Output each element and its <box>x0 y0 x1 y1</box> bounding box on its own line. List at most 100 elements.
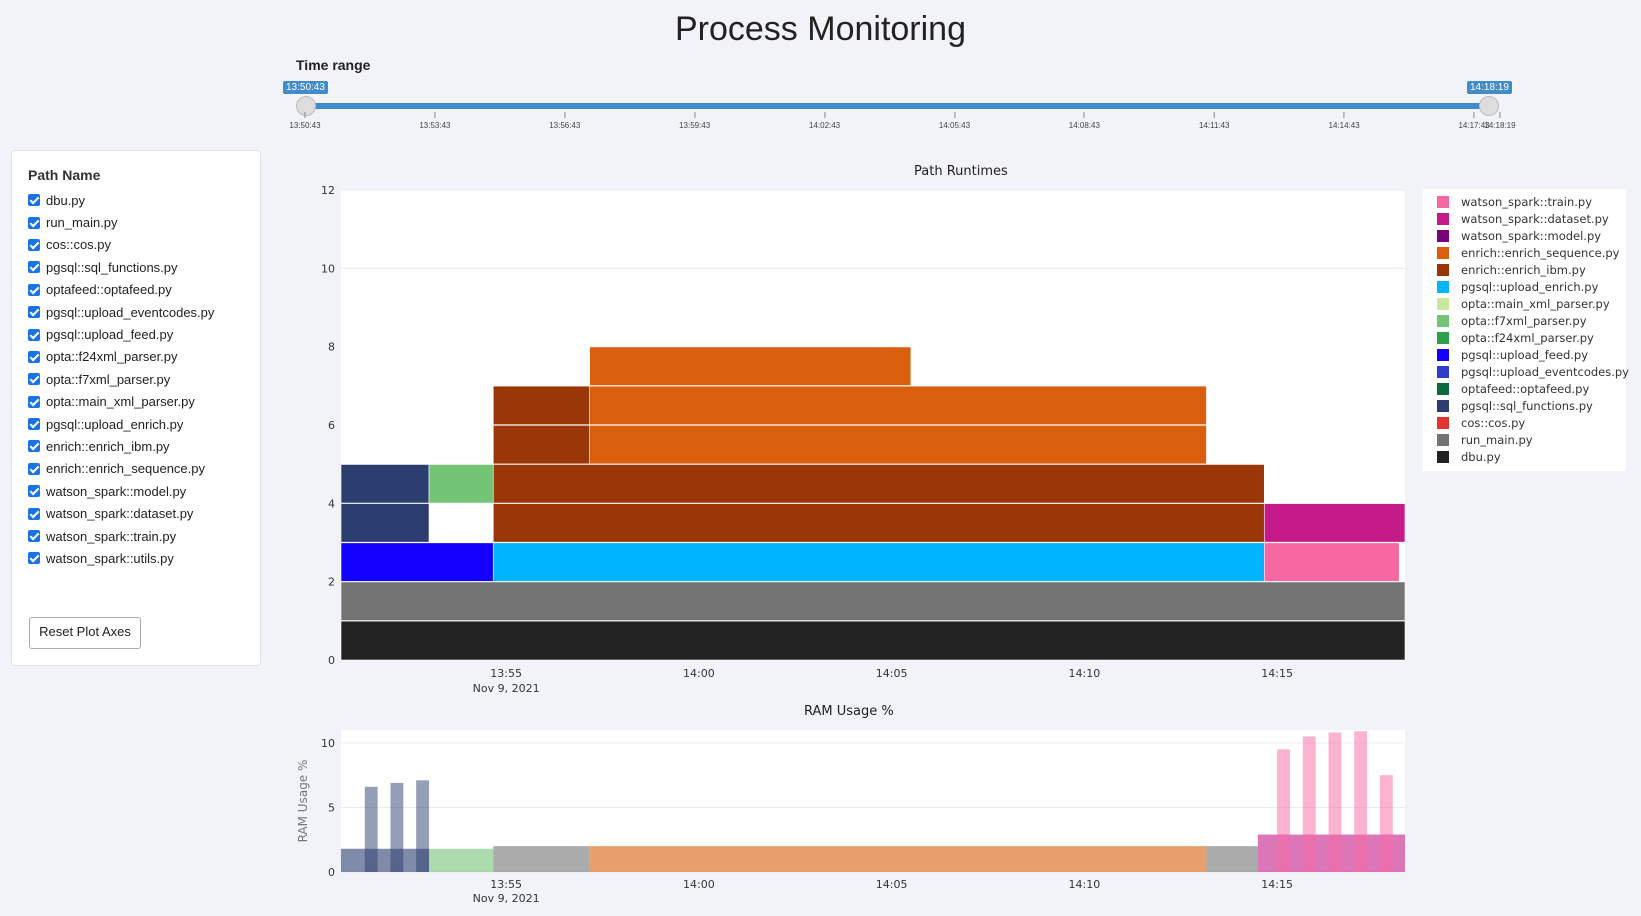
path-checkbox-item[interactable]: pgsql::upload_feed.py <box>28 323 214 345</box>
path-checkbox-item[interactable]: cos::cos.py <box>28 234 214 256</box>
checkbox-checked-icon[interactable] <box>28 530 40 543</box>
legend-label: pgsql::sql_functions.py <box>1461 398 1593 413</box>
runtime-bar[interactable] <box>589 346 912 387</box>
checkbox-checked-icon[interactable] <box>28 462 40 475</box>
x-tick-label: 14:15 <box>1261 878 1293 891</box>
x-tick-label: 13:55 <box>490 878 522 891</box>
path-checkbox-item[interactable]: opta::f7xml_parser.py <box>28 368 214 390</box>
ram-peak[interactable] <box>1328 732 1342 872</box>
path-checkbox-label: opta::f24xml_parser.py <box>46 349 178 365</box>
legend-item[interactable]: enrich::enrich_ibm.py <box>1437 261 1586 278</box>
legend-label: enrich::enrich_sequence.py <box>1461 245 1620 260</box>
ram-peak[interactable] <box>364 786 378 872</box>
ram-area[interactable] <box>493 846 590 872</box>
checkbox-checked-icon[interactable] <box>28 485 40 498</box>
checkbox-checked-icon[interactable] <box>28 373 40 386</box>
ram-peak[interactable] <box>1379 775 1393 872</box>
checkbox-checked-icon[interactable] <box>28 283 40 296</box>
path-checkbox-item[interactable]: opta::f24xml_parser.py <box>28 346 214 368</box>
legend-swatch <box>1437 229 1449 242</box>
legend-item[interactable]: watson_spark::dataset.py <box>1437 210 1609 227</box>
legend-item[interactable]: pgsql::upload_eventcodes.py <box>1437 363 1629 380</box>
ram-area[interactable] <box>429 848 494 872</box>
y-tick-label: 4 <box>328 497 335 510</box>
checkbox-checked-icon[interactable] <box>28 440 40 453</box>
checkbox-checked-icon[interactable] <box>28 194 40 207</box>
path-checkbox-item[interactable]: dbu.py <box>28 189 214 211</box>
legend-item[interactable]: cos::cos.py <box>1437 414 1525 431</box>
time-range-track[interactable] <box>305 103 1490 109</box>
legend-swatch <box>1437 348 1449 361</box>
ram-peak[interactable] <box>1277 749 1290 872</box>
path-checkbox-item[interactable]: enrich::enrich_sequence.py <box>28 458 214 480</box>
y-tick-label: 0 <box>328 866 335 879</box>
path-checkbox-item[interactable]: watson_spark::train.py <box>28 525 214 547</box>
path-checkbox-label: optafeed::optafeed.py <box>46 282 172 298</box>
path-checkbox-item[interactable]: pgsql::upload_eventcodes.py <box>28 301 214 323</box>
checkbox-checked-icon[interactable] <box>28 238 40 251</box>
legend-item[interactable]: pgsql::sql_functions.py <box>1437 397 1593 414</box>
runtime-bar[interactable] <box>1263 542 1400 582</box>
legend-item[interactable]: pgsql::upload_enrich.py <box>1437 278 1598 295</box>
x-tick-label: 14:00 <box>683 667 715 680</box>
path-checkbox-item[interactable]: opta::main_xml_parser.py <box>28 391 214 413</box>
ram-usage-chart[interactable]: 0 5 10 RAM Usage % 13:55 14:00 14:05 14:10 14:15… <box>290 720 1430 910</box>
legend-item[interactable]: dbu.py <box>1437 448 1501 465</box>
runtime-bar[interactable] <box>340 581 1406 622</box>
checkbox-checked-icon[interactable] <box>28 418 40 431</box>
runtime-bar[interactable] <box>340 620 1406 661</box>
legend-label: run_main.py <box>1461 432 1533 447</box>
runtime-bar[interactable] <box>492 542 1265 582</box>
ram-peak[interactable] <box>1302 736 1316 872</box>
ram-area[interactable] <box>341 848 430 872</box>
legend-item[interactable]: enrich::enrich_sequence.py <box>1437 244 1619 261</box>
y-tick-label: 8 <box>328 341 335 354</box>
path-checkbox-item[interactable]: enrich::enrich_ibm.py <box>28 435 214 457</box>
legend-label: dbu.py <box>1461 449 1501 464</box>
checkbox-checked-icon[interactable] <box>28 395 40 408</box>
legend-label: optafeed::optafeed.py <box>1461 381 1590 396</box>
checkbox-checked-icon[interactable] <box>28 216 40 229</box>
path-checkbox-label: enrich::enrich_ibm.py <box>46 438 170 454</box>
path-checkbox-item[interactable]: run_main.py <box>28 211 214 233</box>
legend-item[interactable]: opta::main_xml_parser.py <box>1437 295 1610 312</box>
ram-peak[interactable] <box>416 780 430 872</box>
legend-item[interactable]: opta::f7xml_parser.py <box>1437 312 1587 329</box>
x-tick-label: 14:10 <box>1069 878 1101 891</box>
checkbox-checked-icon[interactable] <box>28 552 40 565</box>
ram-peak[interactable] <box>1354 731 1368 872</box>
ram-area[interactable] <box>1206 846 1258 872</box>
legend-item[interactable]: pgsql::upload_feed.py <box>1437 346 1588 363</box>
path-checkbox-item[interactable]: optafeed::optafeed.py <box>28 279 214 301</box>
path-checkbox-item[interactable]: watson_spark::dataset.py <box>28 502 214 524</box>
ram-area[interactable] <box>589 846 1207 872</box>
path-checkbox-item[interactable]: pgsql::upload_enrich.py <box>28 413 214 435</box>
legend-item[interactable]: watson_spark::model.py <box>1437 227 1601 244</box>
legend-item[interactable]: run_main.py <box>1437 431 1533 448</box>
checkbox-checked-icon[interactable] <box>28 306 40 319</box>
runtime-bar[interactable] <box>1263 503 1406 543</box>
reset-plot-axes-button[interactable]: Reset Plot Axes <box>29 617 141 649</box>
checkbox-checked-icon[interactable] <box>28 261 40 274</box>
path-checkbox-item[interactable]: watson_spark::model.py <box>28 480 214 502</box>
path-checkbox-item[interactable]: watson_spark::utils.py <box>28 547 214 569</box>
path-checkbox-item[interactable]: pgsql::sql_functions.py <box>28 256 214 278</box>
legend-item[interactable]: opta::f24xml_parser.py <box>1437 329 1594 346</box>
runtime-bar[interactable] <box>428 463 494 504</box>
checkbox-checked-icon[interactable] <box>28 328 40 341</box>
path-checkbox-label: pgsql::upload_eventcodes.py <box>46 304 215 320</box>
slider-mark: 14:14:43 <box>1329 112 1360 130</box>
slider-mark: 13:56:43 <box>549 112 580 130</box>
legend-item[interactable]: watson_spark::train.py <box>1437 193 1592 210</box>
checkbox-checked-icon[interactable] <box>28 507 40 520</box>
path-checklist: dbu.py run_main.py cos::cos.py pgsql::sql_f… <box>28 189 214 570</box>
checkbox-checked-icon[interactable] <box>28 350 40 363</box>
path-runtimes-chart[interactable]: 0 2 4 6 8 10 12 13:55 14:00 14:05 14:10 14:15 Nov 9,… <box>300 180 1440 710</box>
x-tick-label: 14:00 <box>683 878 715 891</box>
runtime-bar[interactable] <box>340 542 494 582</box>
ram-peak[interactable] <box>390 782 404 872</box>
legend-item[interactable]: optafeed::optafeed.py <box>1437 380 1589 397</box>
y-tick-label: 6 <box>328 419 335 432</box>
path-checkbox-label: opta::f7xml_parser.py <box>46 371 171 387</box>
legend-label: enrich::enrich_ibm.py <box>1461 262 1586 277</box>
